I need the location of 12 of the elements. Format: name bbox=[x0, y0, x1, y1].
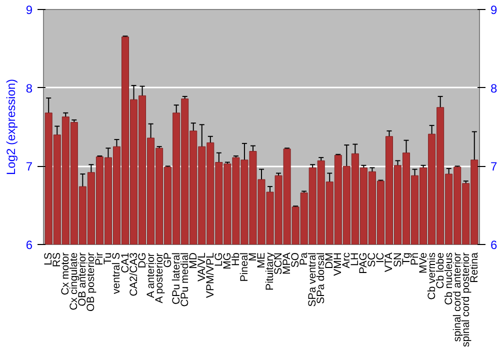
y-tick-label: 9 bbox=[26, 3, 33, 17]
y-tick-label: 7 bbox=[26, 160, 33, 174]
y2-tick-label: 9 bbox=[490, 3, 498, 17]
x-tick-label: DG bbox=[136, 252, 148, 268]
y-axis-title: Log2 (expression) bbox=[4, 78, 18, 176]
y2-tick-label: 8 bbox=[490, 81, 498, 96]
y2-tick-label: 7 bbox=[490, 160, 498, 174]
x-tick-label: A posterior bbox=[153, 252, 166, 304]
x-tick-label: Tg bbox=[400, 252, 412, 265]
y2-tick-label: 6 bbox=[490, 238, 498, 252]
y-tick-label: 8 bbox=[26, 81, 33, 96]
y-tick-label: 6 bbox=[26, 238, 33, 252]
